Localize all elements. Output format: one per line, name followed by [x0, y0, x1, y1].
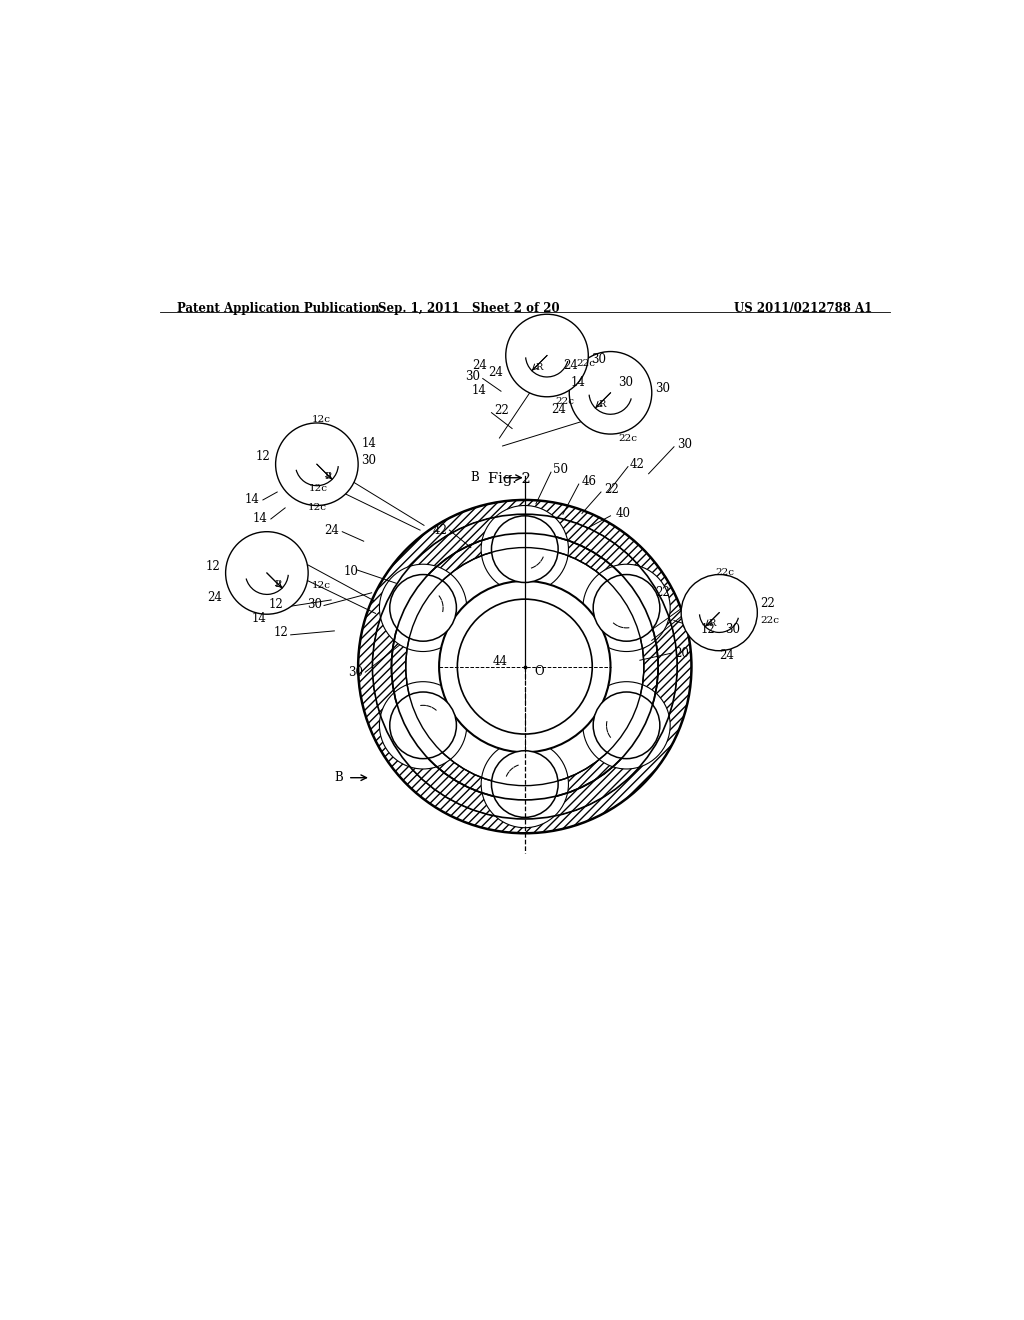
- Circle shape: [390, 574, 457, 642]
- Text: B: B: [334, 771, 343, 784]
- Text: Fig. 2: Fig. 2: [487, 473, 530, 486]
- Text: 22c: 22c: [577, 359, 595, 368]
- Text: 30: 30: [618, 376, 634, 389]
- Text: R: R: [274, 581, 282, 589]
- Text: O: O: [535, 665, 544, 678]
- Wedge shape: [358, 500, 691, 833]
- Text: 24: 24: [720, 649, 734, 663]
- Text: 30: 30: [361, 454, 376, 466]
- Text: 42: 42: [432, 524, 447, 537]
- Text: Patent Application Publication: Patent Application Publication: [177, 301, 380, 314]
- Text: 24: 24: [487, 366, 503, 379]
- Text: 24: 24: [325, 524, 339, 537]
- Circle shape: [569, 351, 652, 434]
- Text: 50: 50: [553, 463, 567, 477]
- Text: B: B: [470, 471, 479, 484]
- Text: 12: 12: [701, 623, 716, 636]
- Text: 24: 24: [473, 359, 487, 371]
- Circle shape: [593, 574, 659, 642]
- Text: 30: 30: [592, 352, 606, 366]
- Text: 14: 14: [251, 612, 266, 626]
- Text: 10: 10: [344, 565, 358, 578]
- Circle shape: [506, 314, 588, 397]
- Wedge shape: [373, 515, 677, 818]
- Text: 12: 12: [273, 626, 289, 639]
- Circle shape: [406, 548, 644, 785]
- Circle shape: [380, 681, 467, 770]
- Circle shape: [275, 422, 358, 506]
- Text: 30: 30: [677, 438, 692, 451]
- Circle shape: [481, 506, 568, 593]
- Circle shape: [681, 574, 758, 651]
- Circle shape: [492, 751, 558, 817]
- Wedge shape: [391, 533, 658, 800]
- Circle shape: [225, 532, 308, 614]
- Text: 20: 20: [674, 647, 689, 660]
- Circle shape: [583, 564, 670, 652]
- Circle shape: [593, 692, 659, 759]
- Text: 12: 12: [256, 450, 270, 463]
- Text: 22c: 22c: [618, 434, 638, 444]
- Circle shape: [458, 599, 592, 734]
- Circle shape: [583, 681, 670, 770]
- Text: 22: 22: [604, 483, 618, 496]
- Text: 22c: 22c: [761, 616, 779, 626]
- Text: 22: 22: [761, 597, 775, 610]
- Text: 44: 44: [493, 655, 507, 668]
- Text: 22: 22: [655, 586, 670, 599]
- Circle shape: [492, 516, 558, 582]
- Text: R: R: [325, 471, 332, 480]
- Text: 14: 14: [472, 384, 486, 397]
- Circle shape: [481, 741, 568, 828]
- Text: 46: 46: [582, 475, 597, 488]
- Text: 22c: 22c: [555, 397, 574, 407]
- Text: R: R: [709, 619, 716, 628]
- Text: 22c: 22c: [715, 569, 734, 577]
- Text: 14: 14: [253, 512, 267, 525]
- Text: 40: 40: [615, 507, 630, 520]
- Text: 22: 22: [495, 404, 509, 417]
- Text: R: R: [536, 363, 543, 372]
- Text: 42: 42: [630, 458, 644, 471]
- Text: 14: 14: [570, 376, 586, 389]
- Text: R: R: [599, 400, 606, 409]
- Text: 30: 30: [655, 383, 670, 396]
- Text: Sep. 1, 2011   Sheet 2 of 20: Sep. 1, 2011 Sheet 2 of 20: [379, 301, 560, 314]
- Circle shape: [439, 581, 610, 752]
- Circle shape: [390, 692, 457, 759]
- Text: 24: 24: [208, 591, 222, 605]
- Text: 30: 30: [725, 623, 739, 636]
- Text: 12c: 12c: [307, 503, 327, 512]
- Text: 12: 12: [206, 560, 221, 573]
- Text: 24: 24: [563, 359, 578, 371]
- Text: 14: 14: [361, 437, 376, 450]
- Circle shape: [380, 564, 467, 652]
- Text: 24: 24: [551, 403, 566, 416]
- Text: 14: 14: [245, 492, 260, 506]
- Text: US 2011/0212788 A1: US 2011/0212788 A1: [734, 301, 872, 314]
- Text: 30: 30: [465, 371, 480, 383]
- Text: 12c: 12c: [309, 483, 328, 492]
- Text: 30: 30: [348, 667, 362, 680]
- Text: 12: 12: [268, 598, 284, 611]
- Text: 30: 30: [306, 598, 322, 611]
- Text: 12c: 12c: [311, 581, 331, 590]
- Text: 12c: 12c: [311, 416, 331, 424]
